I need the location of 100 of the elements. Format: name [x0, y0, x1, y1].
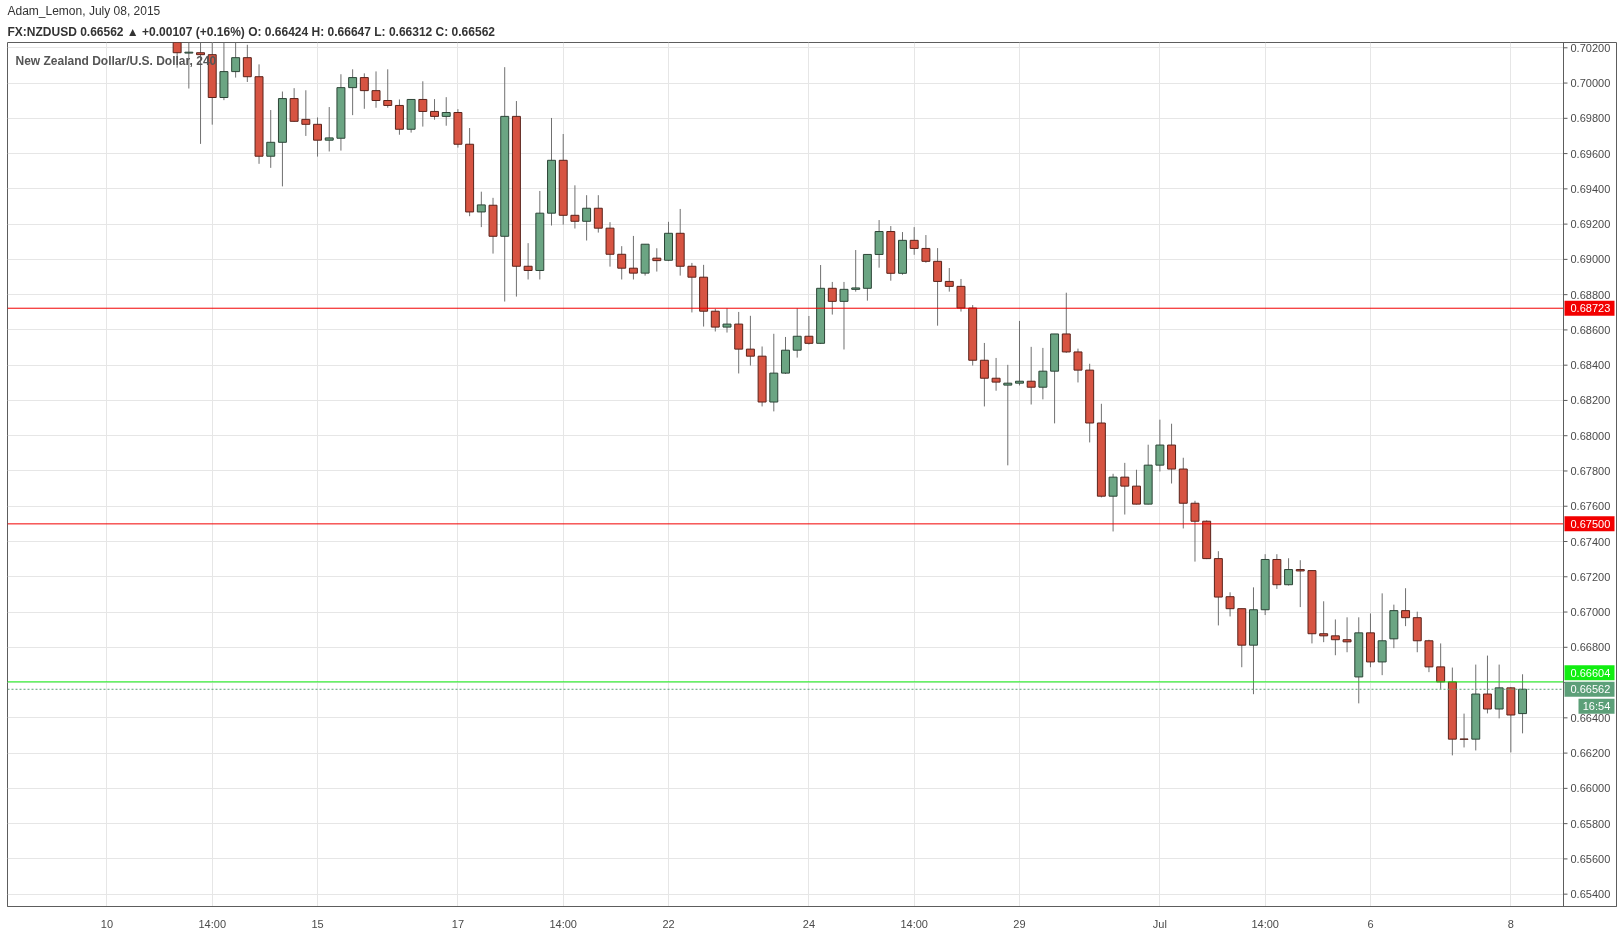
candlestick [944, 267, 954, 293]
candlestick [430, 98, 439, 121]
candlestick [242, 44, 252, 83]
candlestick [1482, 655, 1492, 714]
x-tick-label: 14:00 [198, 917, 226, 930]
candlestick [839, 281, 849, 350]
candlestick [617, 245, 627, 280]
y-tick-label: 0.68200 [1570, 394, 1611, 407]
candlestick [523, 242, 533, 280]
x-tick-label: 14:00 [1251, 917, 1279, 930]
candlestick [628, 235, 638, 280]
y-tick-label: 0.68000 [1570, 429, 1611, 442]
y-tick-label: 0.67200 [1570, 570, 1611, 583]
candlestick [792, 307, 802, 359]
x-tick-label: 22 [662, 917, 675, 930]
x-tick-label: 10 [100, 917, 114, 930]
candlestick [348, 68, 358, 116]
candlestick [979, 342, 989, 407]
candlestick [1225, 591, 1235, 617]
candlestick [1003, 364, 1013, 466]
y-tick-label: 0.67400 [1570, 535, 1611, 548]
text: Adam_Lemon, July 08, 2015 [7, 4, 161, 18]
y-tick-label: 0.69000 [1570, 253, 1611, 266]
y-tick-label: 0.65400 [1570, 888, 1611, 901]
candlestick [1377, 592, 1387, 676]
candlestick [394, 98, 404, 136]
y-tick-label: 0.69400 [1570, 182, 1611, 195]
ref-line-label: 0.66604 [1570, 666, 1611, 679]
candlestick [582, 194, 592, 242]
candlestick [874, 219, 884, 269]
candlestick [956, 278, 966, 313]
y-tick-label: 0.70200 [1570, 41, 1611, 54]
candlestick [476, 191, 486, 228]
candlestick [313, 116, 323, 158]
candlestick [359, 72, 369, 110]
y-tick-label: 0.70000 [1570, 77, 1611, 90]
candlestick [687, 262, 697, 313]
ref-line-label: 0.67500 [1570, 517, 1611, 530]
x-tick-label: 14:00 [900, 917, 928, 930]
y-tick-label: 0.66200 [1570, 747, 1611, 760]
candlestick [1155, 419, 1165, 472]
y-tick-label: 0.66800 [1570, 641, 1611, 654]
candlestick [1319, 600, 1329, 643]
candlestick [710, 308, 720, 332]
candlestick [921, 234, 931, 264]
candlestick [745, 315, 755, 367]
candlestick [1120, 462, 1130, 516]
candlestick [1073, 348, 1083, 383]
candlestick [383, 68, 393, 109]
candlestick [1494, 664, 1504, 719]
y-tick-label: 0.67000 [1570, 606, 1611, 619]
candlestick [266, 109, 276, 169]
y-tick-label: 0.66400 [1570, 711, 1611, 724]
candlestick [1108, 473, 1118, 532]
y-tick-label: 0.65600 [1570, 852, 1611, 865]
candlestick [909, 226, 919, 256]
y-tick-label: 0.67800 [1570, 464, 1611, 477]
candlestick [991, 357, 1001, 392]
candlestick [1459, 713, 1469, 748]
candlestick [1190, 500, 1200, 563]
x-tick-label: 15 [311, 917, 324, 930]
candlestick [1061, 292, 1071, 354]
y-tick-label: 0.68400 [1570, 359, 1611, 372]
candlestick [1436, 642, 1446, 690]
candlestick [1026, 346, 1036, 405]
x-tick-label: 24 [802, 917, 816, 930]
candlestick [827, 281, 837, 316]
candlestick [804, 315, 814, 346]
candlestick [652, 247, 662, 273]
candlestick [570, 184, 580, 230]
y-tick-label: 0.69200 [1570, 218, 1611, 231]
y-tick-label: 0.67600 [1570, 500, 1611, 513]
candlestick [324, 106, 334, 152]
candlestick [418, 80, 428, 128]
candlestick [1015, 320, 1024, 386]
candlestick [722, 307, 732, 334]
text: 16:54 [1582, 700, 1611, 713]
y-tick-label: 0.65800 [1570, 817, 1611, 830]
candlestick [289, 87, 299, 123]
candlestick [1132, 469, 1141, 505]
y-tick-label: 0.68600 [1570, 323, 1611, 336]
candlestick [231, 42, 241, 79]
y-tick-label: 0.69800 [1570, 112, 1611, 125]
y-tick-label: 0.69600 [1570, 147, 1611, 160]
candlestick [851, 249, 861, 293]
candlestick [593, 194, 603, 234]
x-tick-label: 6 [1367, 917, 1374, 930]
candlestick [781, 336, 790, 375]
x-tick-label: 29 [1013, 917, 1026, 930]
candlestick [1038, 347, 1048, 400]
x-tick-label: Jul [1152, 917, 1167, 930]
x-tick-label: 14:00 [549, 917, 577, 930]
x-tick-label: 17 [451, 917, 465, 930]
candlestick [301, 89, 311, 137]
y-tick-label: 0.66000 [1570, 782, 1611, 795]
candlestick [1342, 616, 1352, 653]
x-tick-label: 8 [1507, 917, 1514, 930]
candlestick [1330, 618, 1340, 656]
y-tick-label: 0.68800 [1570, 288, 1611, 301]
ref-line-label: 0.66562 [1570, 683, 1611, 696]
